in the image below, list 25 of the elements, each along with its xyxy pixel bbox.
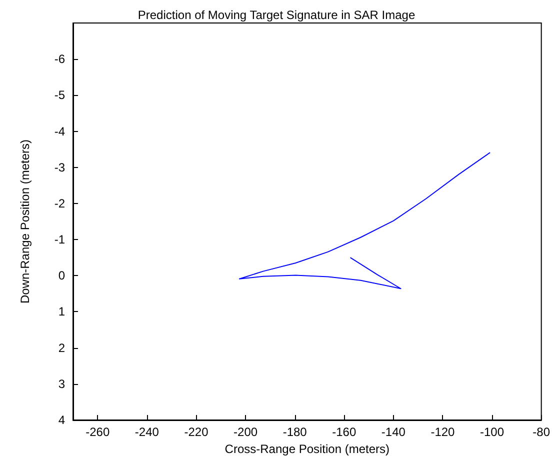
x-axis-title: Cross-Range Position (meters) bbox=[224, 442, 390, 456]
x-tick-label: -120 bbox=[430, 425, 456, 439]
y-tick-label: 0 bbox=[58, 268, 66, 283]
y-tick-label: -4 bbox=[54, 124, 66, 138]
y-tick-label: -3 bbox=[54, 160, 66, 174]
x-tick-label: -180 bbox=[282, 425, 308, 439]
y-tick-label: -2 bbox=[54, 196, 66, 210]
y-tick-label: 2 bbox=[58, 340, 66, 355]
line-series bbox=[238, 152, 491, 290]
y-tick-label: -1 bbox=[54, 232, 66, 247]
y-tick-label: 1 bbox=[58, 304, 66, 319]
y-tick-label: 3 bbox=[58, 376, 66, 391]
x-tick-label: -220 bbox=[184, 425, 209, 439]
x-tick-label: -240 bbox=[134, 425, 160, 439]
chart-title: Prediction of Moving Target Signature in SAR Image bbox=[138, 8, 416, 22]
y-tick-label: 4 bbox=[58, 413, 66, 427]
y-tick-label: -5 bbox=[54, 88, 66, 102]
x-tick-label: -140 bbox=[381, 425, 406, 439]
x-tick-label: -80 bbox=[532, 425, 550, 439]
x-tick-label: -260 bbox=[86, 425, 110, 439]
y-axis-title: Down-Range Position (meters) bbox=[18, 139, 32, 304]
x-tick-label: -160 bbox=[332, 425, 356, 439]
x-tick-label: -200 bbox=[234, 425, 258, 439]
x-tick-label: -100 bbox=[480, 425, 504, 439]
y-tick-label: -6 bbox=[54, 52, 66, 66]
